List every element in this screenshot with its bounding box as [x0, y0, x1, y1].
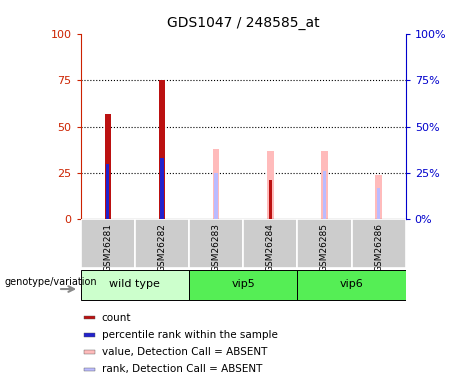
Bar [297, 219, 351, 268]
Text: rank, Detection Call = ABSENT: rank, Detection Call = ABSENT [102, 364, 262, 374]
Text: GSM26284: GSM26284 [266, 223, 275, 272]
Text: GSM26286: GSM26286 [374, 223, 383, 272]
Text: count: count [102, 313, 131, 323]
Bar [135, 219, 189, 268]
Bar [189, 270, 297, 300]
Bar [81, 219, 135, 268]
Bar [84, 316, 95, 320]
Text: genotype/variation: genotype/variation [4, 277, 97, 286]
Text: vip5: vip5 [231, 279, 255, 290]
Bar [84, 368, 95, 371]
Bar [323, 171, 326, 219]
Bar [375, 175, 382, 219]
Bar [105, 114, 111, 219]
Title: GDS1047 / 248585_at: GDS1047 / 248585_at [167, 16, 319, 30]
Bar [267, 151, 273, 219]
Bar [351, 219, 406, 268]
Bar [84, 333, 95, 336]
Bar [160, 158, 164, 219]
Bar [269, 180, 272, 219]
Text: GSM26285: GSM26285 [320, 223, 329, 272]
Bar [377, 188, 380, 219]
Text: value, Detection Call = ABSENT: value, Detection Call = ABSENT [102, 347, 267, 357]
Bar [159, 80, 165, 219]
Text: vip6: vip6 [340, 279, 363, 290]
Bar [243, 219, 297, 268]
Bar [189, 219, 243, 268]
Bar [214, 173, 218, 219]
Text: wild type: wild type [109, 279, 160, 290]
Bar [84, 351, 95, 354]
Text: GSM26282: GSM26282 [157, 223, 166, 272]
Bar [81, 270, 189, 300]
Bar [106, 164, 109, 219]
Bar [321, 151, 328, 219]
Text: GSM26281: GSM26281 [103, 223, 112, 272]
Text: GSM26283: GSM26283 [212, 223, 221, 272]
Text: percentile rank within the sample: percentile rank within the sample [102, 330, 278, 340]
Bar [213, 149, 219, 219]
Bar [297, 270, 406, 300]
